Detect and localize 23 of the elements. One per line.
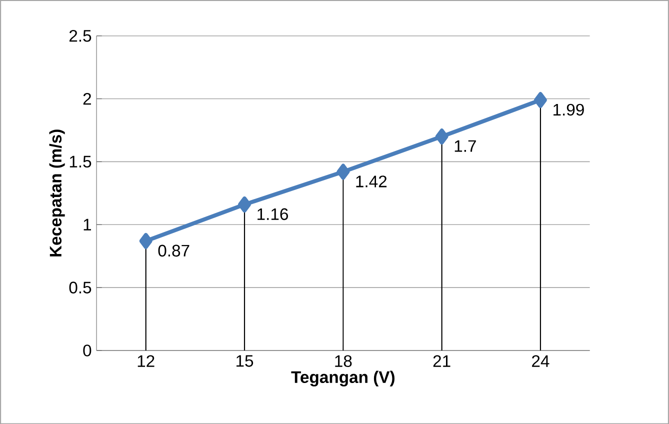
y-tick-label: 2.5 bbox=[69, 30, 92, 42]
x-tick-label: 12 bbox=[138, 355, 154, 367]
x-tick-label: 18 bbox=[335, 355, 352, 367]
data-label: 1.99 bbox=[554, 104, 584, 116]
x-tick-label: 21 bbox=[433, 355, 450, 367]
y-tick-label: 1 bbox=[84, 218, 91, 230]
point bbox=[139, 232, 152, 249]
x-axis-title: Tegangan (V) bbox=[291, 370, 394, 386]
x-tick-label: 24 bbox=[532, 355, 550, 367]
data-label: 1.7 bbox=[454, 140, 476, 152]
point bbox=[336, 164, 350, 180]
point bbox=[534, 92, 547, 108]
point bbox=[435, 128, 448, 144]
data-label: 1.16 bbox=[258, 208, 288, 220]
point bbox=[238, 196, 252, 212]
y-axis-title: Kecepatan (m/s) bbox=[49, 129, 65, 256]
data-label: 0.87 bbox=[158, 244, 190, 256]
x-tick-label: 15 bbox=[236, 355, 254, 367]
y-tick-label: 1.5 bbox=[70, 156, 92, 168]
y-tick-label: 0.5 bbox=[69, 282, 92, 294]
data-label: 1.42 bbox=[356, 175, 387, 188]
y-tick-label: 2 bbox=[83, 92, 91, 104]
y-tick-label: 0 bbox=[83, 344, 92, 356]
